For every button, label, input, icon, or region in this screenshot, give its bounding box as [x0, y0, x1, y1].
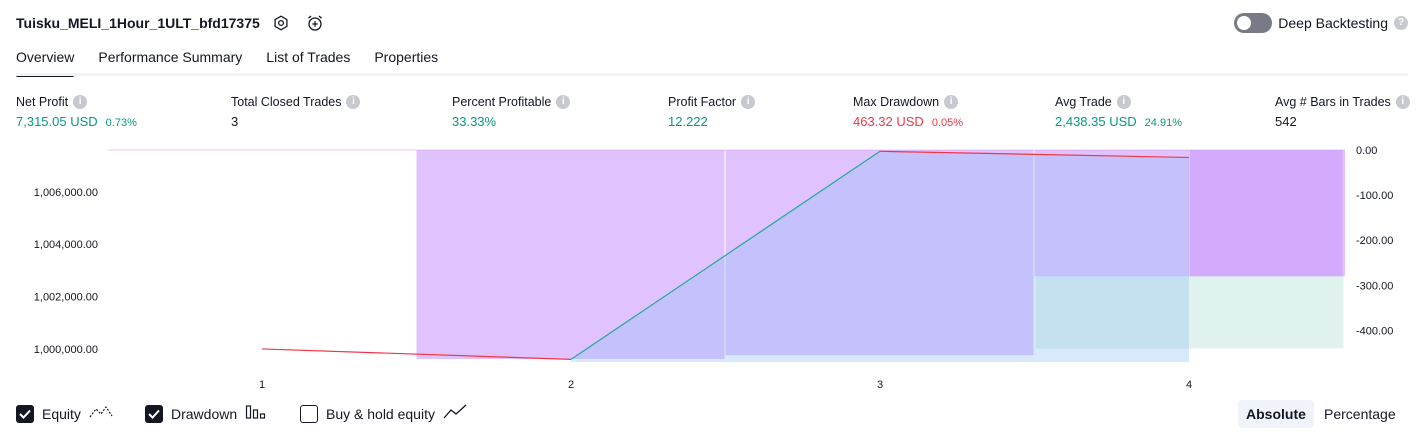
metric-value: 3: [231, 114, 239, 129]
metric-value: 33.33%: [452, 114, 497, 129]
x-axis-tick-label: 1: [259, 379, 265, 391]
metric-avg-bars-in-trades: Avg # Bars in Trades i 542: [1275, 94, 1410, 129]
legend-equity-label: Equity: [42, 405, 81, 422]
metric-percent: 0.73%: [105, 117, 137, 129]
metric-label: Net Profit: [16, 95, 69, 109]
metric-percent-profitable: Percent Profitable i 33.33%: [452, 94, 571, 129]
right-axis-tick-label: 0.00: [1356, 145, 1377, 157]
buy-hold-checkbox[interactable]: [300, 404, 318, 423]
legend-equity[interactable]: Equity: [16, 404, 113, 423]
metric-percent: 24.91%: [1144, 117, 1182, 129]
gear-icon[interactable]: [271, 13, 291, 33]
info-icon[interactable]: i: [944, 95, 959, 109]
right-axis-tick-label: -100.00: [1356, 190, 1393, 202]
metric-profit-factor: Profit Factor i 12.222: [668, 94, 756, 129]
metric-value: 2,438.35 USD: [1055, 114, 1137, 129]
deep-backtesting-label: Deep Backtesting: [1278, 15, 1388, 31]
chart-footer: Equity Drawdown Buy & hold equity Absolu…: [0, 400, 1424, 430]
left-axis-tick-label: 1,002,000.00: [34, 292, 98, 304]
metric-label: Percent Profitable: [452, 95, 552, 109]
tab-list-of-trades[interactable]: List of Trades: [266, 49, 351, 65]
percentage-button[interactable]: Percentage: [1324, 406, 1396, 422]
equity-line-icon: [89, 404, 113, 423]
run-up-bar: [1035, 276, 1344, 349]
metric-label: Total Closed Trades: [231, 95, 342, 109]
tab-properties[interactable]: Properties: [374, 49, 439, 65]
legend-buy-hold-label: Buy & hold equity: [326, 405, 435, 422]
info-icon[interactable]: i: [556, 95, 571, 109]
equity-drawdown-chart: 1,000,000.00 1,002,000.00 1,004,000.00 1,00…: [34, 145, 1394, 391]
buyhold-line-icon: [443, 404, 467, 423]
drawdown-bars-icon: [245, 404, 267, 423]
info-icon[interactable]: i: [346, 95, 361, 109]
deep-backtesting-toggle[interactable]: [1234, 13, 1273, 33]
metric-avg-trade: Avg Trade i 2,438.35 USD 24.91%: [1055, 94, 1182, 129]
tab-bar: Overview Performance Summary List of Trade…: [16, 46, 462, 77]
tab-overview[interactable]: Overview: [16, 46, 75, 77]
equity-checkbox[interactable]: [16, 404, 34, 423]
tab-performance-summary[interactable]: Performance Summary: [98, 49, 243, 65]
left-axis-tick-label: 1,006,000.00: [34, 187, 98, 199]
metric-label: Avg # Bars in Trades: [1275, 95, 1391, 109]
equity-line-segment-2: [570, 150, 881, 360]
x-axis-tick-label: 2: [568, 379, 574, 391]
drawdown-bar-3: [725, 150, 1034, 356]
metric-label: Avg Trade: [1055, 95, 1112, 109]
info-icon[interactable]: i: [741, 95, 756, 109]
metric-label: Profit Factor: [668, 95, 737, 109]
question-icon[interactable]: ?: [1394, 16, 1408, 30]
info-icon[interactable]: i: [73, 95, 88, 109]
drawdown-bar-2: [416, 150, 725, 359]
metric-total-closed-trades: Total Closed Trades i 3: [231, 94, 361, 129]
tab-bar-divider: [16, 73, 1408, 76]
equity-line-segment-1: [261, 348, 572, 360]
info-icon[interactable]: i: [1116, 95, 1131, 109]
x-axis-tick-label: 4: [1186, 379, 1192, 391]
info-icon[interactable]: i: [1395, 95, 1410, 109]
absolute-button[interactable]: Absolute: [1238, 400, 1314, 428]
metric-max-drawdown: Max Drawdown i 463.32 USD 0.05%: [853, 94, 963, 129]
metric-value: 12.222: [668, 114, 708, 129]
deep-backtesting-toggle-wrap: Deep Backtesting ?: [1234, 13, 1408, 33]
header: Tuisku_MELI_1Hour_1ULT_bfd17375 Deep Bac…: [0, 0, 1424, 46]
metric-percent: 0.05%: [931, 117, 964, 129]
legend-buy-hold[interactable]: Buy & hold equity: [300, 404, 467, 423]
drawdown-bar-extension: [1190, 150, 1345, 277]
right-axis-tick-label: -300.00: [1356, 280, 1393, 292]
legend-drawdown[interactable]: Drawdown: [145, 404, 267, 423]
left-axis-tick-label: 1,004,000.00: [34, 239, 98, 251]
right-axis-tick-label: -400.00: [1356, 325, 1393, 337]
alarm-plus-icon[interactable]: [305, 13, 325, 33]
equity-area: [571, 151, 1189, 362]
metric-value: 7,315.05 USD: [16, 114, 98, 129]
left-axis-tick-label: 1,000,000.00: [34, 344, 98, 356]
right-axis-tick-label: -200.00: [1356, 235, 1393, 247]
strategy-name: Tuisku_MELI_1Hour_1ULT_bfd17375: [16, 15, 260, 31]
x-axis-tick-label: 3: [877, 379, 883, 391]
legend-drawdown-label: Drawdown: [171, 405, 238, 422]
drawdown-checkbox[interactable]: [145, 404, 163, 423]
metric-label: Max Drawdown: [853, 95, 940, 109]
equity-line-segment-3: [879, 150, 1190, 159]
metric-net-profit: Net Profit i 7,315.05 USD 0.73%: [16, 94, 137, 129]
metric-value: 542: [1275, 114, 1297, 129]
metric-value: 463.32 USD: [853, 114, 924, 129]
